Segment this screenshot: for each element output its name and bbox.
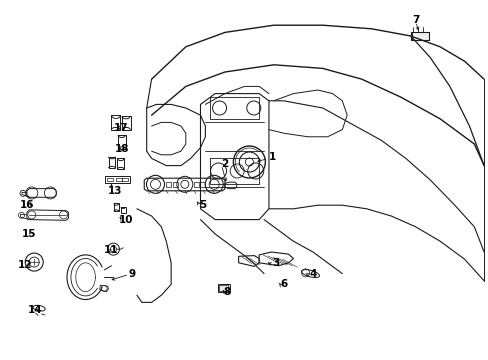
Bar [116,178,122,181]
Bar [107,178,113,181]
Text: 2: 2 [221,159,228,169]
Bar [121,207,125,213]
Text: 3: 3 [272,258,279,268]
Bar [200,182,205,187]
Bar [219,285,228,291]
Bar [117,158,124,169]
Text: 6: 6 [280,279,286,289]
Bar [111,115,120,130]
Bar [217,284,229,292]
Text: 14: 14 [28,305,42,315]
Text: 4: 4 [308,269,316,279]
Text: 10: 10 [119,215,133,225]
Bar [105,176,129,183]
Bar [410,32,428,40]
Bar [166,182,171,187]
Bar [114,203,119,211]
Text: 17: 17 [114,123,128,133]
Text: 7: 7 [411,15,419,25]
Bar [108,157,115,168]
Text: 8: 8 [224,287,230,297]
Text: 15: 15 [22,229,37,239]
Text: 16: 16 [20,200,34,210]
Text: 11: 11 [104,245,119,255]
Bar [173,182,178,187]
Text: 13: 13 [107,186,122,196]
Bar [118,135,125,149]
Bar [122,116,130,130]
Text: 1: 1 [269,152,276,162]
Text: 12: 12 [18,260,33,270]
Text: 18: 18 [115,144,129,154]
Bar [122,178,128,181]
Text: 5: 5 [199,200,206,210]
Text: 9: 9 [128,269,135,279]
Bar [194,182,199,187]
